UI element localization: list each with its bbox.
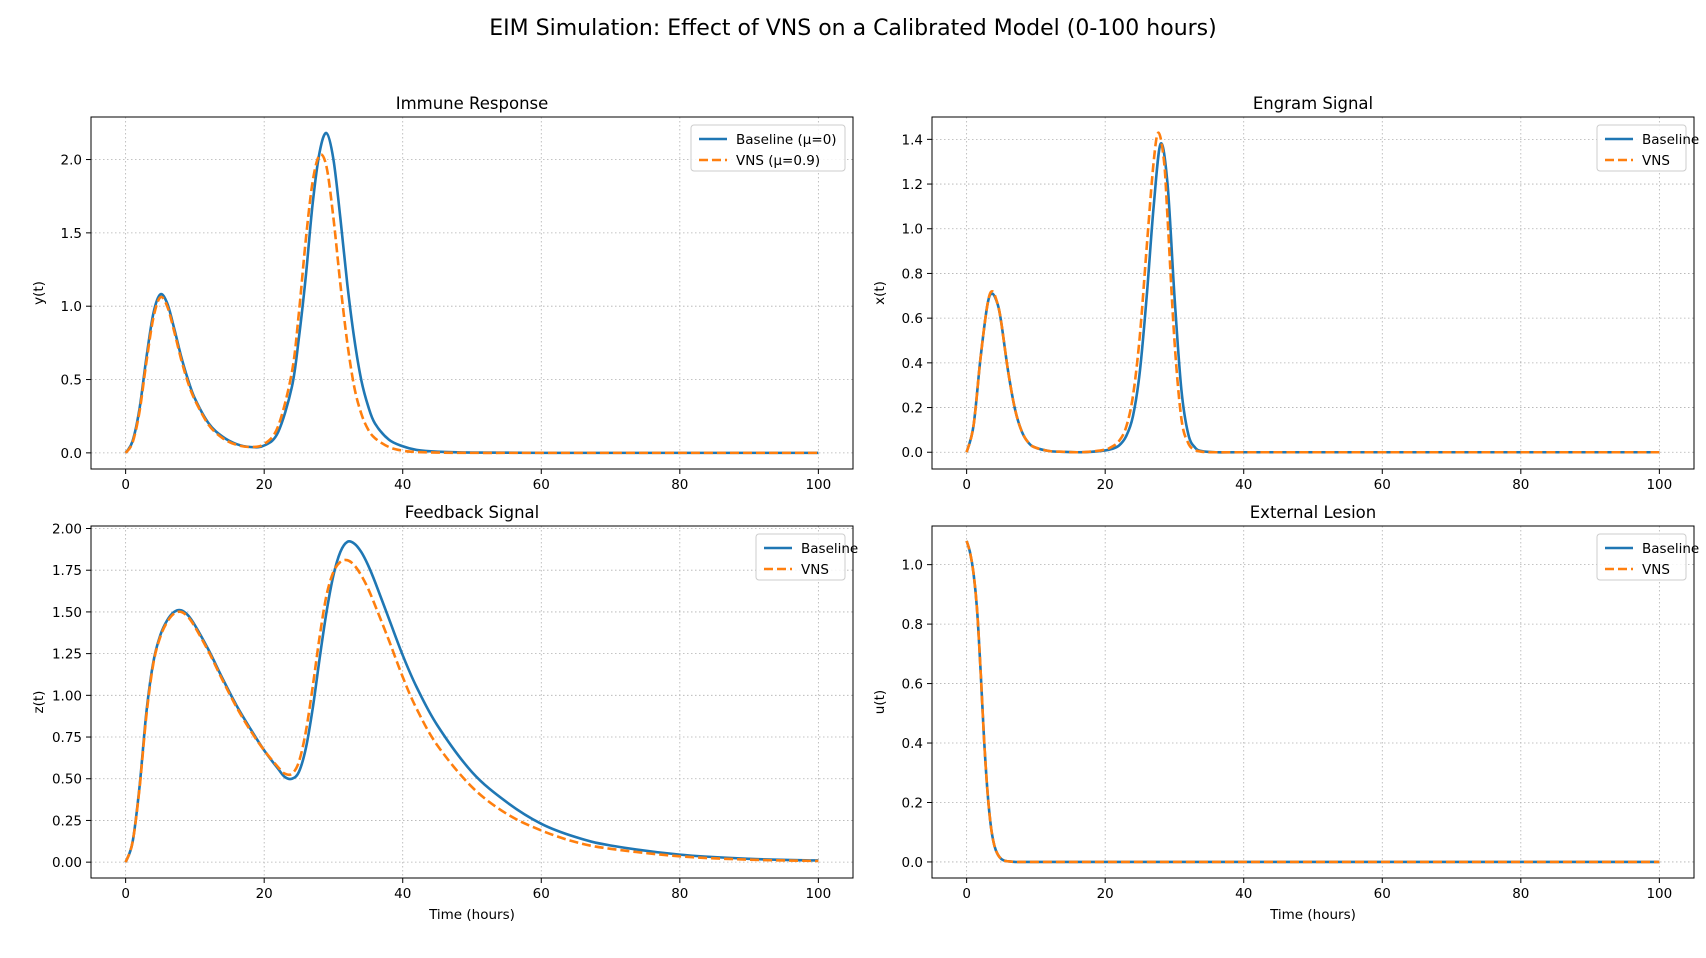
legend-label-vns: VNS	[801, 562, 829, 578]
subplot-lesion: 0 20 40 60 80 100 0.0 0.2 0.4 0.6 0.8 1.0 External L…	[872, 503, 1699, 923]
subplot-engram: 0 20 40 60 80 100 0.0 0.2 0.4 0.6 0.8 1.0 1.2 1.4 Engr…	[872, 94, 1699, 493]
y-tick-label: 0.4	[902, 356, 923, 372]
legend: Baseline VNS	[1596, 533, 1699, 581]
legend-label-baseline: Baseline	[801, 541, 858, 557]
x-tick-label: 40	[394, 886, 411, 902]
subplot-feedback: 0 20 40 60 80 100 0.00 0.25 0.50 0.75 1.00 1.25 1.50…	[31, 503, 858, 923]
legend: Baseline VNS	[1596, 124, 1699, 172]
x-tick-label: 80	[671, 886, 688, 902]
axes-frame	[90, 116, 854, 470]
x-tick-label: 0	[962, 477, 971, 493]
x-tick-label: 20	[1097, 886, 1114, 902]
series-line-baseline	[124, 539, 819, 863]
legend-box	[690, 124, 846, 172]
x-tick-label: 60	[1374, 886, 1391, 902]
y-axis-label: u(t)	[872, 690, 888, 714]
x-tick-label: 40	[1235, 477, 1252, 493]
x-tick-label: 80	[671, 477, 688, 493]
y-tick-label: 1.0	[902, 558, 923, 574]
subplot-title: External Lesion	[1250, 503, 1377, 522]
legend: Baseline (μ=0) VNS (μ=0.9)	[690, 124, 846, 172]
y-tick-label: 0.0	[61, 446, 82, 462]
x-tick-label: 20	[1097, 477, 1114, 493]
legend-label-vns: VNS	[1642, 562, 1670, 578]
y-tick-label: 0.5	[61, 373, 82, 389]
x-tick-label: 80	[1512, 886, 1529, 902]
figure-title: EIM Simulation: Effect of VNS on a Calib…	[489, 16, 1216, 41]
series-line-vns	[124, 153, 819, 455]
y-tick-label: 0.00	[52, 855, 82, 871]
legend-label-baseline: Baseline (μ=0)	[736, 132, 837, 148]
series-line-vns	[965, 540, 1660, 864]
x-tick-label: 60	[1374, 477, 1391, 493]
y-tick-label: 1.0	[902, 222, 923, 238]
y-tick-label: 0.8	[902, 266, 923, 282]
axes-frame	[931, 116, 1695, 470]
y-axis-label: y(t)	[31, 281, 47, 305]
legend-label-vns: VNS (μ=0.9)	[736, 153, 820, 169]
x-tick-label: 40	[1235, 886, 1252, 902]
x-tick-label: 0	[121, 886, 130, 902]
y-tick-label: 1.0	[61, 299, 82, 315]
y-tick-label: 1.50	[52, 605, 82, 621]
y-tick-label: 0.2	[902, 795, 923, 811]
y-tick-label: 0.0	[902, 855, 923, 871]
x-axis-label: Time (hours)	[428, 907, 515, 923]
y-tick-label: 0.0	[902, 445, 923, 461]
x-tick-label: 100	[805, 477, 831, 493]
y-tick-label: 0.6	[902, 677, 923, 693]
axes-frame	[90, 525, 854, 879]
axes-frame	[931, 525, 1695, 879]
x-tick-label: 40	[394, 477, 411, 493]
legend: Baseline VNS	[755, 533, 858, 581]
legend-label-baseline: Baseline	[1642, 132, 1699, 148]
y-tick-label: 0.25	[52, 813, 82, 829]
subplot-title: Immune Response	[396, 94, 549, 113]
x-tick-label: 20	[256, 886, 273, 902]
x-tick-label: 60	[533, 886, 550, 902]
y-tick-label: 0.50	[52, 772, 82, 788]
series-line-vns	[124, 558, 819, 863]
x-tick-label: 20	[256, 477, 273, 493]
y-tick-label: 0.2	[902, 401, 923, 417]
y-tick-label: 1.4	[902, 132, 923, 148]
series-line-vns	[965, 131, 1660, 454]
y-tick-label: 0.75	[52, 730, 82, 746]
x-tick-label: 0	[962, 886, 971, 902]
y-tick-label: 1.2	[902, 177, 923, 193]
legend-label-vns: VNS	[1642, 153, 1670, 169]
y-tick-label: 2.00	[52, 522, 82, 538]
x-tick-label: 100	[1646, 477, 1672, 493]
y-tick-label: 0.6	[902, 311, 923, 327]
x-axis-label: Time (hours)	[1269, 907, 1356, 923]
x-tick-label: 0	[121, 477, 130, 493]
y-tick-label: 2.0	[61, 153, 82, 169]
x-tick-label: 100	[805, 886, 831, 902]
y-tick-label: 0.4	[902, 736, 923, 752]
subplot-immune: 0 20 40 60 80 100 0.0 0.5 1.0 1.5 2.0 Immune Respon…	[31, 94, 854, 493]
y-tick-label: 1.00	[52, 688, 82, 704]
y-axis-label: x(t)	[872, 281, 888, 305]
y-tick-label: 0.8	[902, 617, 923, 633]
y-tick-label: 1.5	[61, 226, 82, 242]
y-tick-label: 1.25	[52, 647, 82, 663]
y-axis-label: z(t)	[31, 691, 47, 714]
subplot-title: Engram Signal	[1253, 94, 1373, 113]
legend-label-baseline: Baseline	[1642, 541, 1699, 557]
subplot-title: Feedback Signal	[405, 503, 540, 522]
x-tick-label: 100	[1646, 886, 1672, 902]
y-tick-label: 1.75	[52, 563, 82, 579]
x-tick-label: 60	[533, 477, 550, 493]
panels: 0 20 40 60 80 100 0.0 0.5 1.0 1.5 2.0 Immune Respon…	[31, 94, 1699, 923]
x-tick-label: 80	[1512, 477, 1529, 493]
